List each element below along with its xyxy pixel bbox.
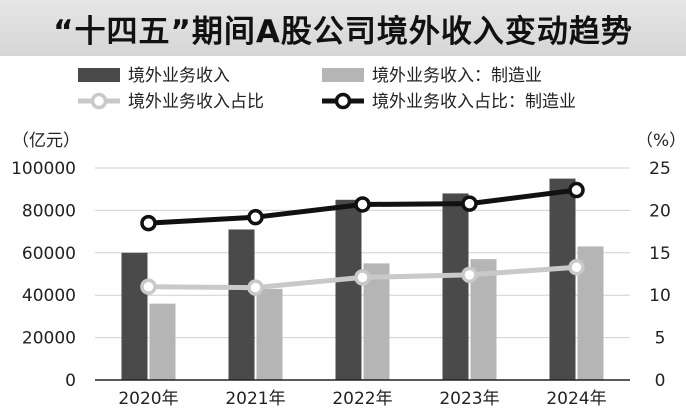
left-axis-tick-label: 0 (65, 371, 76, 391)
line-point-3 (568, 181, 585, 199)
bar-0 (549, 178, 576, 380)
line-point-3 (140, 214, 157, 232)
bar-0 (121, 252, 148, 380)
legend-label-3: 境外业务收入占比：制造业 (372, 92, 576, 112)
legend-label-1: 境外业务收入：制造业 (372, 66, 542, 86)
line-point-2 (247, 279, 264, 296)
legend-swatch-1 (322, 68, 364, 82)
bar-0 (335, 199, 362, 380)
legend-label-2: 境外业务收入占比 (128, 92, 264, 112)
x-axis-tick-label: 2021年 (225, 389, 285, 409)
line-point-3 (461, 195, 478, 212)
bar-1 (256, 288, 283, 380)
right-axis-tick-label: 15 (649, 244, 671, 264)
title-band: “十四五”期间A股公司境外收入变动趋势 (0, 0, 686, 56)
line-point-2 (461, 266, 478, 284)
line-point-2 (354, 269, 371, 286)
left-axis-tick-label: 40000 (22, 286, 76, 306)
left-axis-tick-label: 100000 (11, 159, 76, 179)
bar-0 (442, 193, 469, 380)
line-point-3 (247, 208, 264, 226)
bar-0 (228, 229, 255, 380)
left-axis-unit: （亿元） (12, 131, 80, 151)
right-axis-tick-label: 5 (655, 329, 666, 349)
left-axis-tick-label: 80000 (22, 201, 76, 221)
right-axis-tick-label: 20 (649, 201, 671, 221)
x-axis-tick-label: 2024年 (546, 389, 606, 409)
line-point-3 (354, 196, 371, 213)
chart-title: “十四五”期间A股公司境外收入变动趋势 (53, 13, 633, 50)
right-axis-tick-label: 25 (649, 159, 671, 179)
x-axis-tick-label: 2022年 (332, 389, 392, 409)
legend-swatch-0 (78, 68, 120, 82)
left-axis-tick-label: 20000 (22, 329, 76, 349)
right-axis-unit: （%） (636, 131, 686, 151)
right-axis-tick-label: 0 (655, 371, 666, 391)
legend-label-0: 境外业务收入 (128, 66, 230, 86)
left-axis-tick-label: 60000 (22, 244, 76, 264)
line-point-2 (568, 258, 585, 276)
x-axis-tick-label: 2020年 (118, 389, 178, 409)
x-axis-tick-label: 2023年 (439, 389, 499, 409)
right-axis-tick-label: 10 (649, 286, 671, 306)
legend-marker-3 (334, 92, 352, 110)
legend-marker-2 (90, 92, 108, 110)
line-point-2 (140, 278, 157, 295)
bar-1 (149, 303, 176, 380)
